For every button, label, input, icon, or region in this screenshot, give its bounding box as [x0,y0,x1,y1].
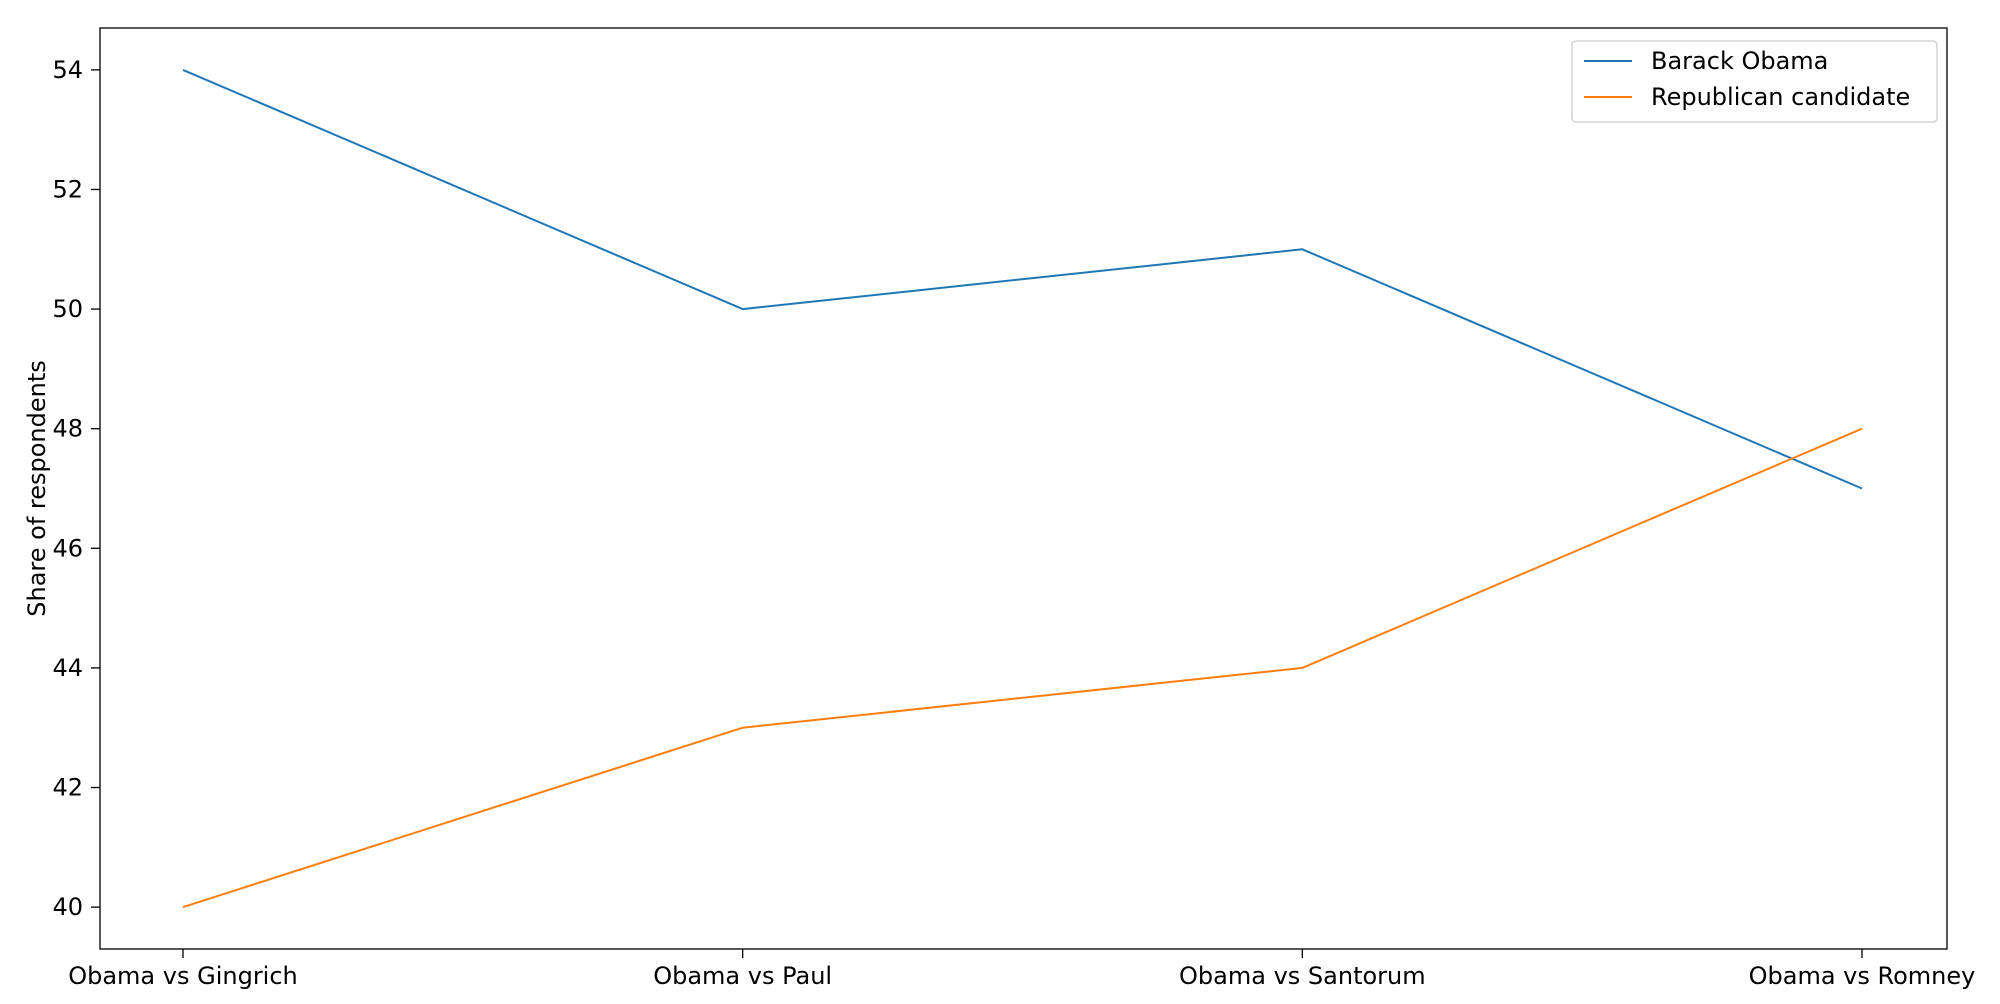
legend-box [1571,40,1938,123]
data-point [1301,667,1303,669]
data-point [1861,428,1863,430]
y-tick-label: 46 [52,534,83,562]
plot-frame [99,27,1948,950]
data-point [1301,248,1303,250]
y-tick-label: 40 [52,893,83,921]
legend-label: Barack Obama [1651,47,1828,75]
data-point [182,906,184,908]
x-tick-label: Obama vs Gingrich [68,962,298,990]
x-tick-label: Obama vs Romney [1749,962,1976,990]
y-tick-label: 54 [52,56,83,84]
y-tick-label: 42 [52,774,83,802]
series-lines [182,68,1863,909]
series-line-0 [182,68,1863,490]
y-tick-label: 44 [52,654,83,682]
axes: 40 42 44 46 48 50 52 54 Obama vs Gingrich Obama v… [23,27,1976,990]
y-tick-label: 48 [52,415,83,443]
x-tick-label: Obama vs Paul [653,962,832,990]
x-tick-label: Obama vs Santorum [1179,962,1426,990]
y-tick-label: 52 [52,175,83,203]
y-tick-label: 50 [52,295,83,323]
data-point [742,308,744,310]
data-point [182,69,184,71]
data-point [742,727,744,729]
legend-label: Republican candidate [1651,83,1910,111]
y-axis-label: Share of respondents [23,360,51,617]
data-point [1861,488,1863,490]
legend: Barack Obama Republican candidate [1571,40,1938,123]
series-line-1 [182,427,1863,909]
